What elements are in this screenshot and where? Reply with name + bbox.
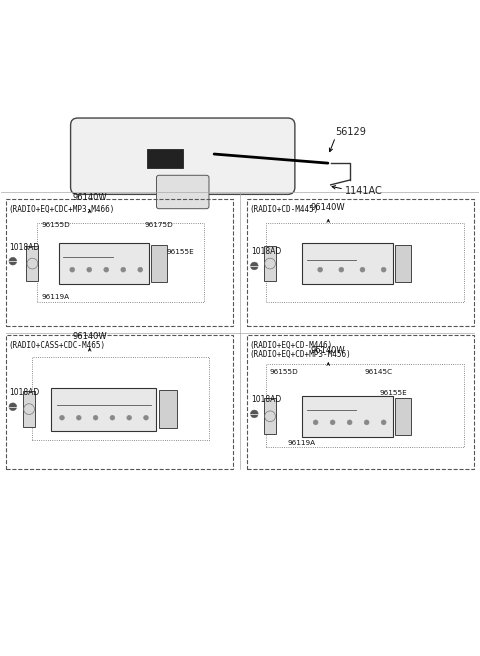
Circle shape	[138, 267, 143, 272]
Circle shape	[104, 267, 108, 272]
FancyBboxPatch shape	[71, 118, 295, 194]
Text: 96175D: 96175D	[144, 222, 173, 228]
Circle shape	[381, 267, 386, 272]
FancyBboxPatch shape	[395, 398, 411, 434]
Circle shape	[318, 267, 323, 272]
Text: 1141AC: 1141AC	[345, 186, 383, 195]
Text: 1018AD: 1018AD	[10, 388, 40, 397]
Text: 1018AD: 1018AD	[10, 243, 40, 252]
Circle shape	[339, 267, 344, 272]
Circle shape	[347, 420, 352, 425]
Circle shape	[110, 415, 115, 420]
Text: 96155D: 96155D	[42, 222, 71, 228]
FancyBboxPatch shape	[302, 396, 393, 437]
FancyBboxPatch shape	[156, 175, 209, 209]
Circle shape	[144, 415, 148, 420]
FancyBboxPatch shape	[59, 243, 149, 284]
Circle shape	[127, 415, 132, 420]
Circle shape	[121, 267, 126, 272]
Circle shape	[251, 410, 258, 418]
FancyBboxPatch shape	[23, 391, 35, 427]
Circle shape	[76, 415, 81, 420]
FancyBboxPatch shape	[264, 398, 276, 434]
FancyBboxPatch shape	[158, 390, 178, 428]
Text: 96140W: 96140W	[311, 346, 346, 355]
Text: 1018AD: 1018AD	[251, 396, 281, 404]
Text: (RADIO+CASS+CDC-M465): (RADIO+CASS+CDC-M465)	[9, 341, 106, 350]
Circle shape	[70, 267, 75, 272]
FancyBboxPatch shape	[302, 243, 393, 284]
Circle shape	[381, 420, 386, 425]
Circle shape	[251, 262, 258, 270]
Text: 1018AD: 1018AD	[251, 247, 281, 256]
Circle shape	[60, 415, 64, 420]
FancyBboxPatch shape	[147, 149, 183, 168]
Circle shape	[364, 420, 369, 425]
Circle shape	[9, 257, 17, 265]
Circle shape	[87, 267, 92, 272]
Circle shape	[93, 415, 98, 420]
Text: 56129: 56129	[336, 127, 366, 137]
FancyBboxPatch shape	[151, 245, 168, 282]
Text: 96119A: 96119A	[288, 440, 316, 447]
Circle shape	[330, 420, 335, 425]
Text: (RADIO+EQ+CDC+MP3-M466): (RADIO+EQ+CDC+MP3-M466)	[9, 205, 115, 214]
Text: 96140W: 96140W	[72, 194, 107, 203]
Text: 96155D: 96155D	[270, 369, 299, 375]
FancyBboxPatch shape	[26, 246, 38, 281]
FancyBboxPatch shape	[264, 246, 276, 281]
Text: (RADIO+CD-M445): (RADIO+CD-M445)	[250, 205, 319, 214]
Text: (RADIO+EQ+CD-M446): (RADIO+EQ+CD-M446)	[250, 341, 333, 350]
Text: 96140W: 96140W	[72, 332, 107, 341]
Text: 96140W: 96140W	[311, 203, 346, 212]
Text: (RADIO+EQ+CD+MP3-M456): (RADIO+EQ+CD+MP3-M456)	[250, 350, 351, 358]
Text: 96155E: 96155E	[380, 390, 408, 396]
Circle shape	[313, 420, 318, 425]
Circle shape	[9, 403, 17, 411]
FancyBboxPatch shape	[51, 388, 156, 430]
Circle shape	[360, 267, 365, 272]
Text: 96119A: 96119A	[42, 294, 70, 300]
FancyBboxPatch shape	[395, 245, 411, 282]
Text: 96155E: 96155E	[166, 249, 194, 255]
Text: 96145C: 96145C	[364, 369, 392, 375]
